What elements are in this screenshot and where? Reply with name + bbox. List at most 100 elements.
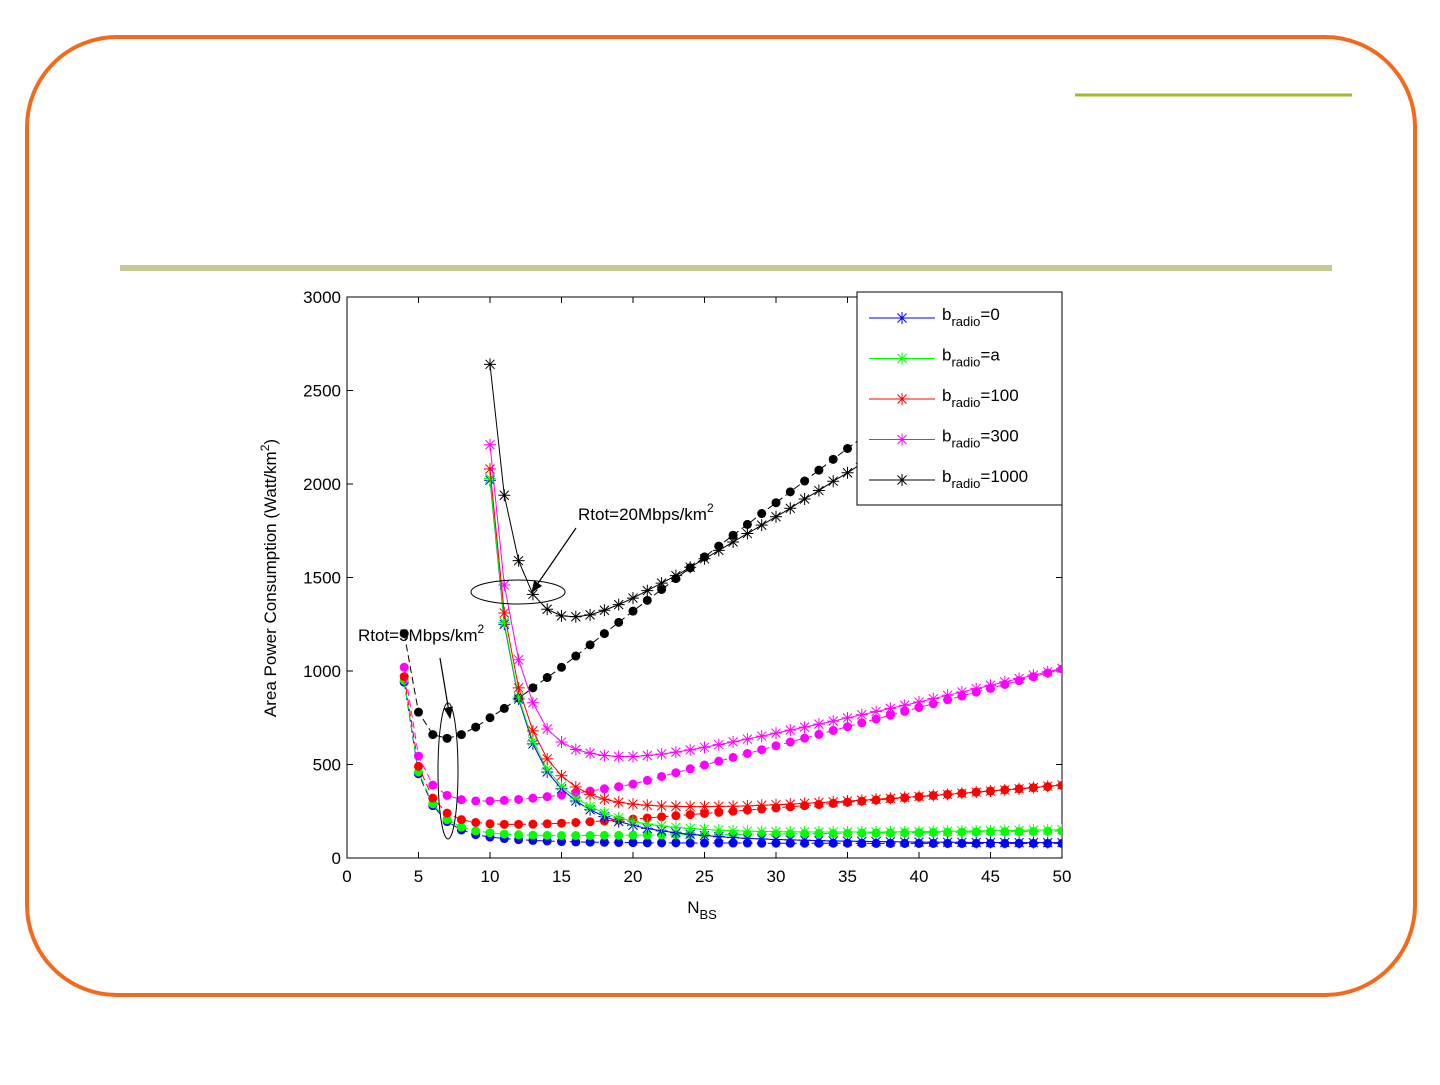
dot-marker (800, 476, 810, 486)
star-marker (870, 793, 883, 806)
star-marker (627, 798, 639, 811)
star-marker (498, 616, 511, 629)
dot-marker (657, 812, 667, 822)
star-marker (998, 675, 1011, 688)
x-tick-label: 20 (624, 867, 643, 886)
star-marker (855, 826, 868, 839)
star-marker (941, 836, 954, 849)
star-marker (984, 824, 997, 837)
star-marker (812, 796, 825, 809)
dot-marker (771, 498, 781, 508)
dot-marker (528, 793, 538, 803)
star-marker (998, 824, 1011, 837)
star-marker (655, 748, 668, 761)
dot-marker (414, 751, 423, 761)
dot-marker (671, 811, 681, 821)
star-marker (1013, 836, 1026, 849)
star-marker (884, 792, 897, 805)
dot-marker (499, 819, 509, 829)
star-marker (827, 475, 840, 488)
star-marker (612, 796, 625, 809)
star-marker (784, 825, 797, 838)
star-marker (1041, 823, 1054, 836)
dot-marker (399, 629, 409, 639)
dot-marker (599, 830, 609, 840)
star-marker (770, 833, 782, 846)
star-marker (970, 836, 983, 849)
y-tick-label: 500 (313, 756, 341, 775)
dot-marker (542, 830, 552, 840)
dot-marker (528, 819, 538, 829)
star-marker (727, 800, 740, 813)
legend-marker (896, 352, 908, 365)
dot-marker (785, 737, 795, 747)
star-marker (569, 743, 582, 756)
star-marker (698, 823, 711, 836)
dot-marker (499, 795, 509, 805)
star-marker (584, 747, 597, 760)
star-marker (1027, 824, 1040, 837)
star-marker (1013, 782, 1026, 795)
dot-marker (585, 831, 595, 841)
legend-label-sub: radio (951, 355, 980, 370)
star-marker (1041, 836, 1054, 849)
star-marker (741, 527, 754, 540)
star-marker (598, 807, 611, 820)
dot-marker (485, 796, 495, 806)
star-marker (898, 835, 911, 848)
star-marker (727, 535, 740, 548)
dot-marker (628, 606, 638, 616)
y-tick-label: 0 (332, 849, 341, 868)
legend-label-suffix: =100 (980, 386, 1018, 405)
dot-marker (557, 790, 566, 800)
dot-marker (528, 830, 538, 840)
star-marker (669, 821, 682, 834)
dot-marker (671, 768, 681, 778)
star-marker (484, 463, 496, 476)
dot-marker (685, 838, 695, 848)
legend-label-text: b (942, 305, 951, 324)
dot-marker (557, 662, 566, 672)
star-marker (827, 826, 840, 839)
star-marker (512, 691, 525, 704)
star-marker (841, 835, 854, 848)
star-marker (770, 510, 782, 523)
annotation-text: Rtot=20Mbps/km (578, 505, 707, 524)
star-marker (870, 826, 883, 839)
star-marker (955, 836, 968, 849)
star-marker (1027, 836, 1040, 849)
x-tick-label: 10 (481, 867, 500, 886)
dot-marker (557, 831, 566, 841)
dot-marker (428, 793, 438, 803)
dot-marker (428, 730, 438, 740)
dot-marker (642, 775, 652, 785)
star-marker (955, 685, 968, 698)
star-marker (669, 746, 682, 759)
dot-marker (614, 617, 624, 627)
legend-marker (896, 474, 908, 486)
dot-marker (399, 662, 409, 672)
dot-marker (700, 760, 709, 770)
dot-marker (614, 837, 624, 847)
dot-marker (514, 830, 524, 840)
star-marker (698, 552, 711, 565)
dot-marker (442, 790, 452, 800)
star-marker (641, 799, 654, 812)
star-marker (898, 825, 911, 838)
dot-marker (742, 748, 752, 758)
annotation: Rtot=20Mbps/km2 (578, 501, 714, 524)
dot-marker (685, 764, 695, 774)
star-marker (970, 682, 983, 695)
dot-marker (471, 722, 481, 732)
dot-marker (485, 713, 495, 723)
star-marker (841, 826, 854, 839)
star-marker (684, 800, 697, 813)
legend-marker (896, 312, 908, 324)
dot-marker (757, 509, 767, 519)
dot-marker (757, 745, 767, 755)
legend-label-sub: radio (951, 314, 980, 329)
legend-label-suffix: =0 (980, 305, 999, 324)
star-marker (1056, 836, 1062, 849)
legend-label: bradio=a (942, 346, 1000, 370)
